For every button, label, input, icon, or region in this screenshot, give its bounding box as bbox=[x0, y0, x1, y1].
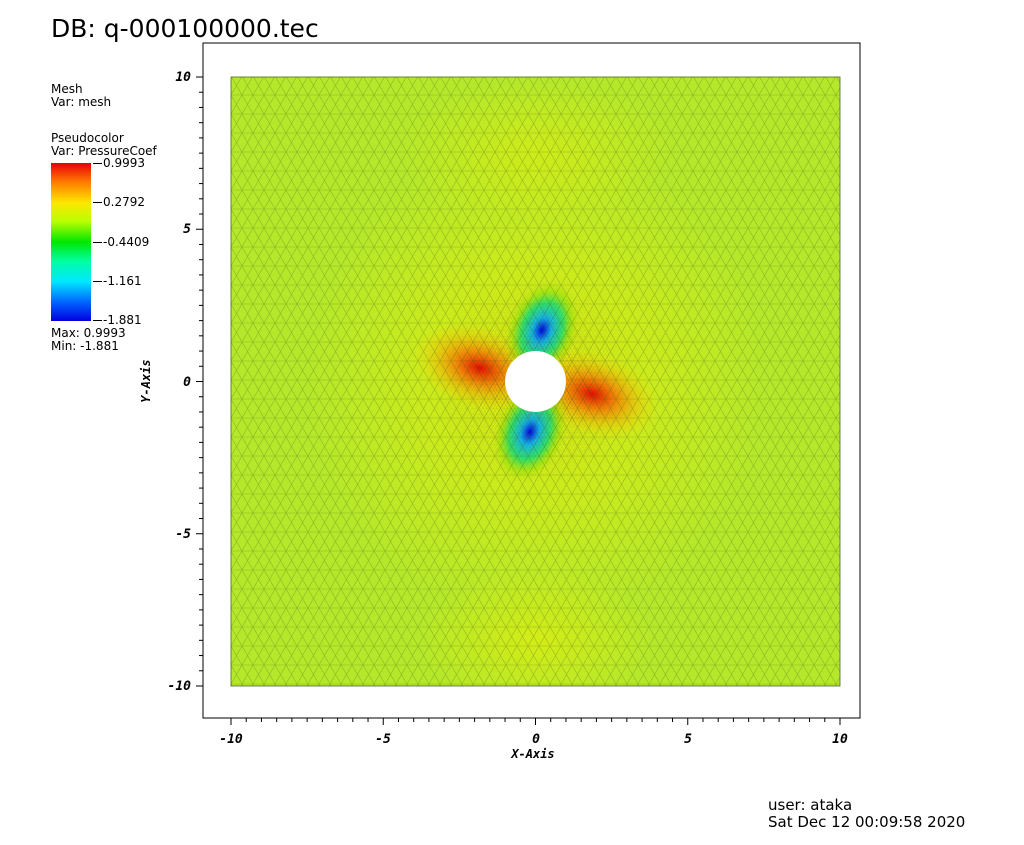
x-tick-label: 5 bbox=[684, 732, 692, 747]
colorbar-tick-label: -0.4409 bbox=[93, 236, 149, 248]
mesh-legend-var: Var: mesh bbox=[51, 95, 112, 109]
y-tick-label: -10 bbox=[168, 679, 192, 694]
footer-user: user: ataka bbox=[768, 796, 853, 814]
cylinder-obstacle bbox=[505, 351, 566, 412]
mesh-legend-type: Mesh bbox=[51, 82, 83, 96]
pseudocolor-legend-type: Pseudocolor bbox=[51, 131, 124, 145]
colorbar-tick-label: -1.161 bbox=[93, 275, 142, 287]
x-tick-label: 10 bbox=[832, 732, 848, 747]
colorbar-tick-label: 0.9993 bbox=[93, 157, 145, 169]
y-tick-label: 5 bbox=[183, 222, 191, 237]
plot-frame bbox=[202, 42, 861, 719]
colorbar bbox=[51, 163, 91, 321]
y-axis-title: Y-Axis bbox=[139, 359, 153, 402]
pseudocolor-legend-var: Var: PressureCoef bbox=[51, 144, 157, 158]
mesh-legend: Mesh Var: mesh bbox=[51, 83, 111, 109]
y-tick-label: 0 bbox=[183, 375, 191, 390]
pseudocolor-legend: Pseudocolor Var: PressureCoef bbox=[51, 132, 157, 158]
colorbar-tick-label: 0.2792 bbox=[93, 196, 145, 208]
y-tick-label: 10 bbox=[175, 70, 191, 85]
colorbar-tick-label: -1.881 bbox=[93, 314, 142, 326]
y-tick-labels: 10 5 0 -5 -10 bbox=[168, 70, 192, 694]
legend-max-value: Max: 0.9993 bbox=[51, 326, 126, 340]
axis-ticks bbox=[196, 76, 841, 725]
field-border bbox=[230, 76, 841, 687]
x-tick-label: -10 bbox=[219, 732, 243, 747]
x-tick-label: -5 bbox=[375, 732, 391, 747]
x-tick-label: 0 bbox=[532, 732, 540, 747]
y-tick-label: -5 bbox=[175, 527, 191, 542]
pressure-field bbox=[231, 77, 840, 686]
footer-date: Sat Dec 12 00:09:58 2020 bbox=[768, 813, 966, 831]
database-title: DB: q-000100000.tec bbox=[51, 14, 319, 43]
legend-min-value: Min: -1.881 bbox=[51, 339, 119, 353]
x-tick-labels: -10 -5 0 5 10 bbox=[219, 732, 848, 747]
x-axis-title: X-Axis bbox=[510, 747, 554, 761]
